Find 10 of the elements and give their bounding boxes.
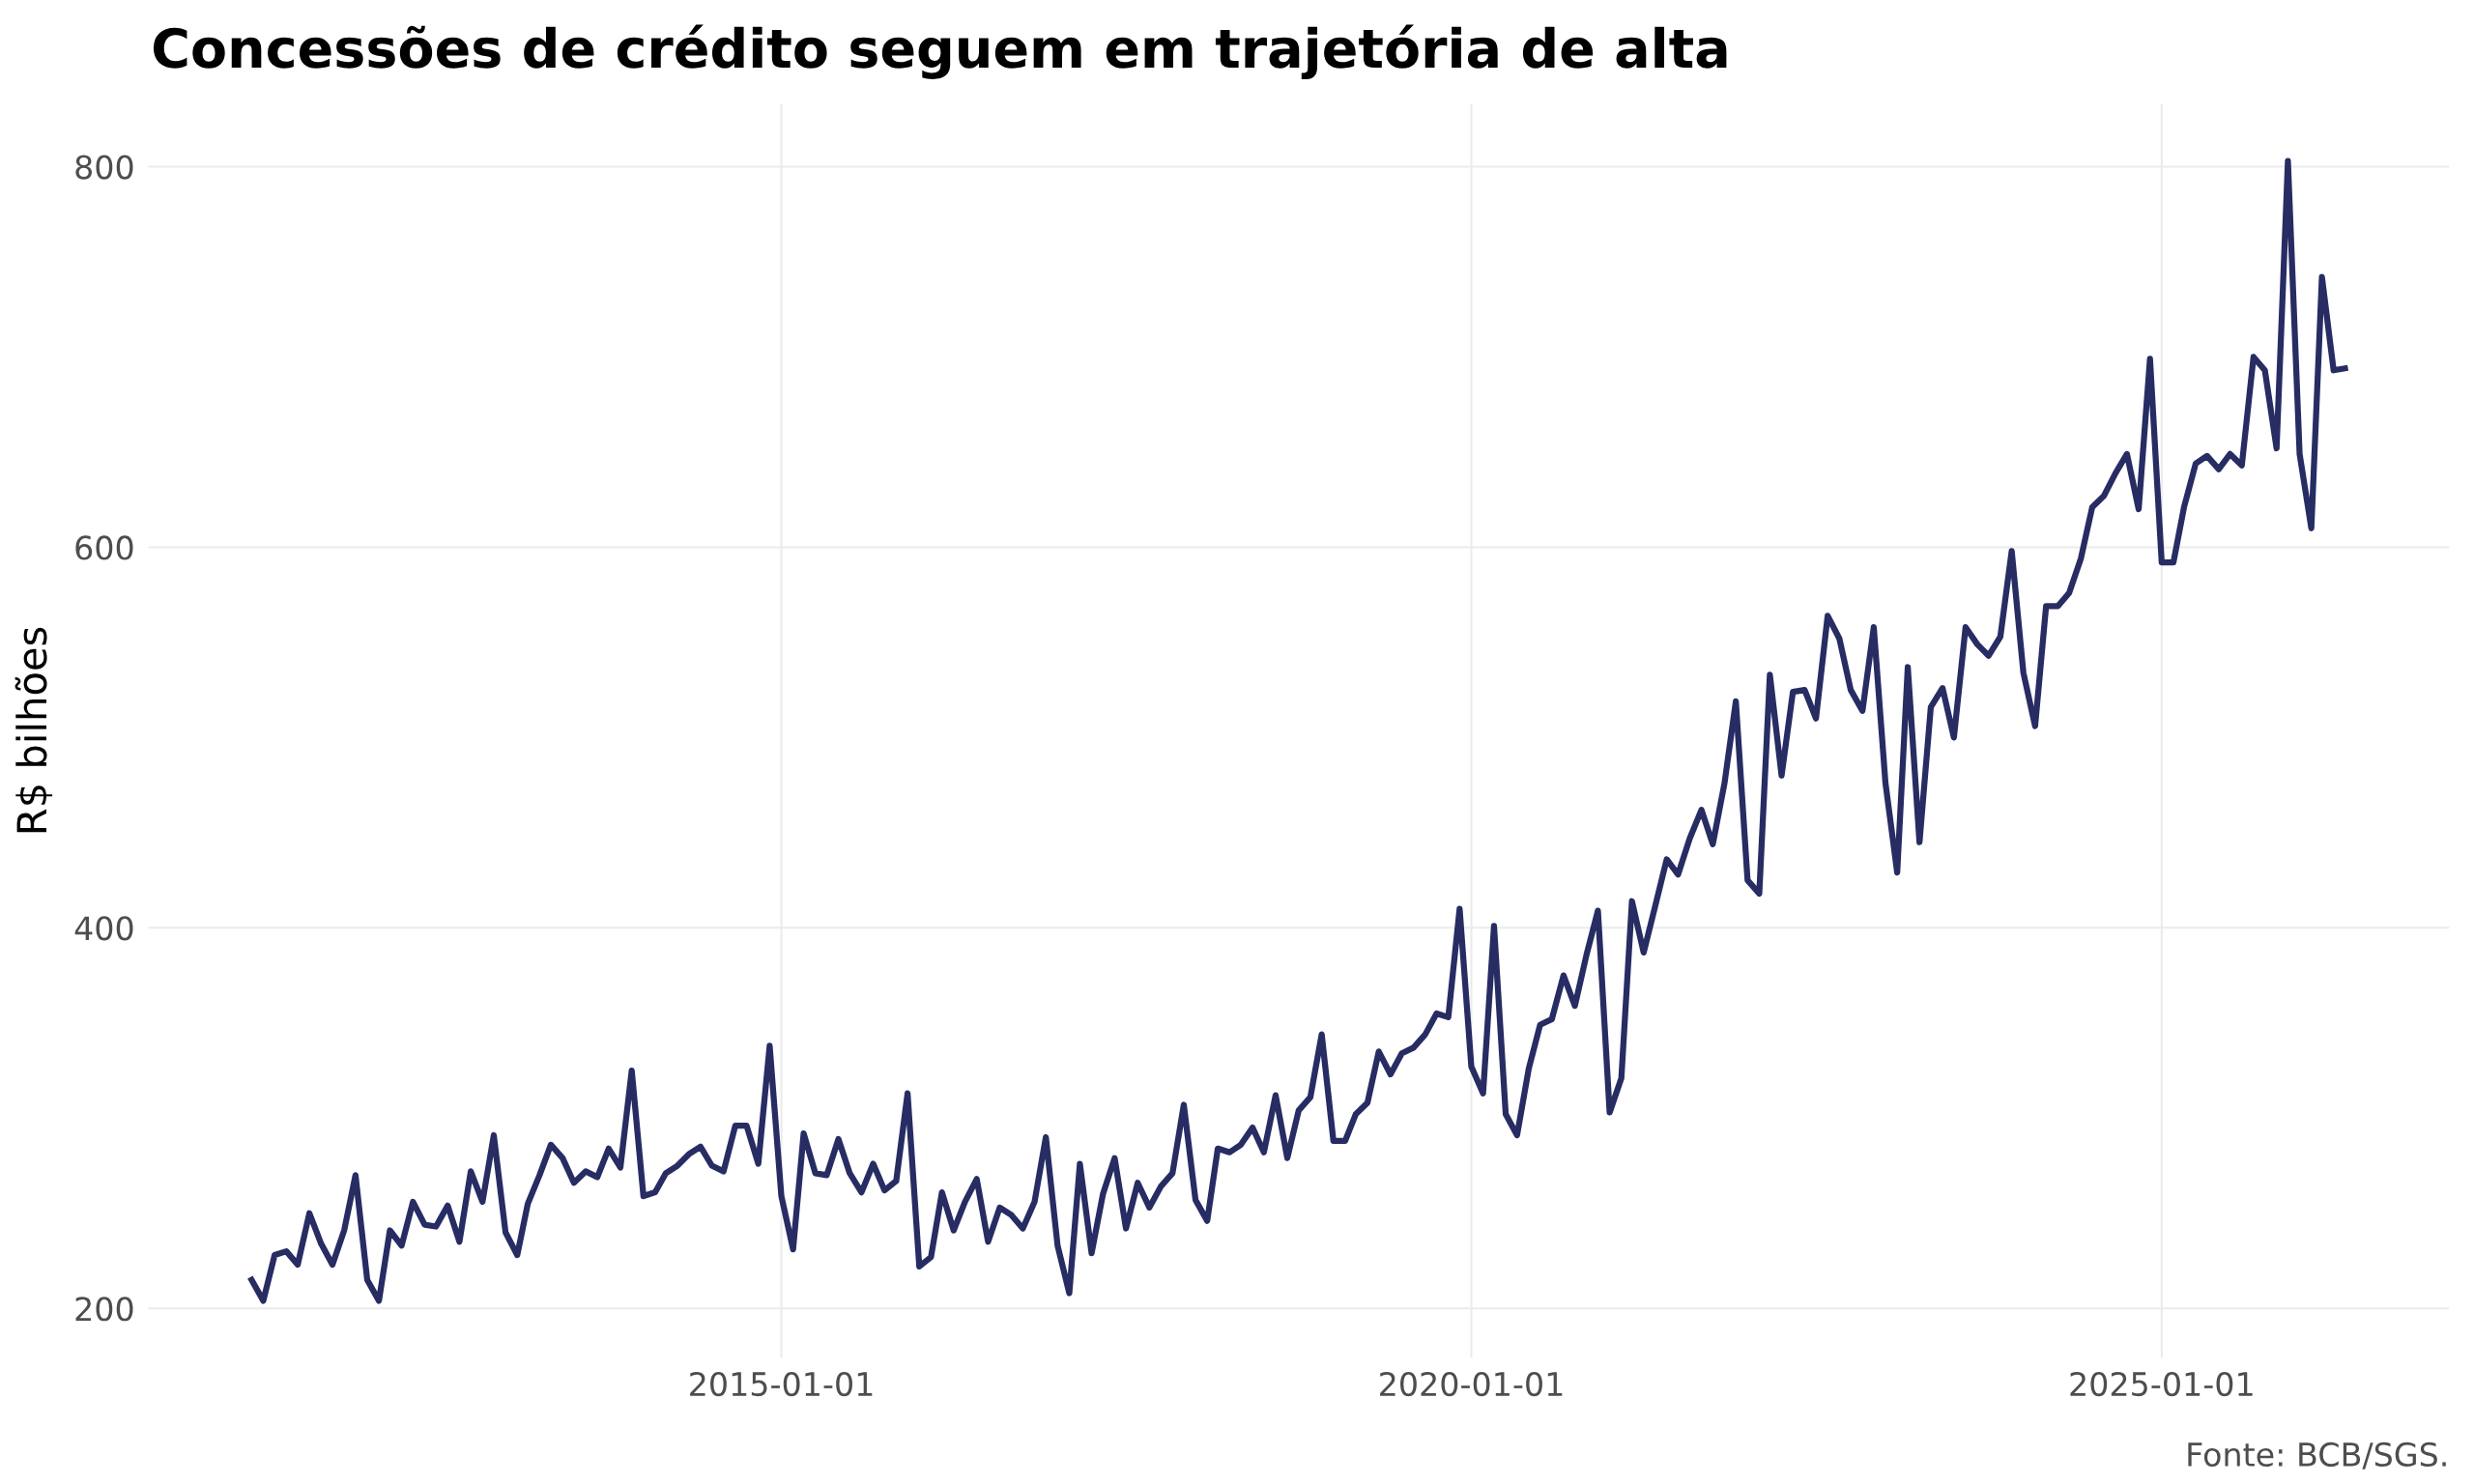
y-tick-label: 800 xyxy=(75,155,133,180)
chart-title: Concessões de crédito seguem em trajetória de alta xyxy=(153,24,1727,79)
y-tick-label: 400 xyxy=(74,916,133,941)
y-axis-title: R$ bilhões xyxy=(14,627,53,833)
x-tick-label: 2025-01-01 xyxy=(2070,1371,2253,1397)
x-tick-label: 2020-01-01 xyxy=(1380,1371,1563,1397)
y-tick-label: 600 xyxy=(75,535,133,560)
y-tick-label: 200 xyxy=(75,1297,133,1322)
x-tick-label: 2015-01-01 xyxy=(690,1371,873,1397)
source-note: Fonte: BCB/SGS. xyxy=(2188,1441,2446,1470)
